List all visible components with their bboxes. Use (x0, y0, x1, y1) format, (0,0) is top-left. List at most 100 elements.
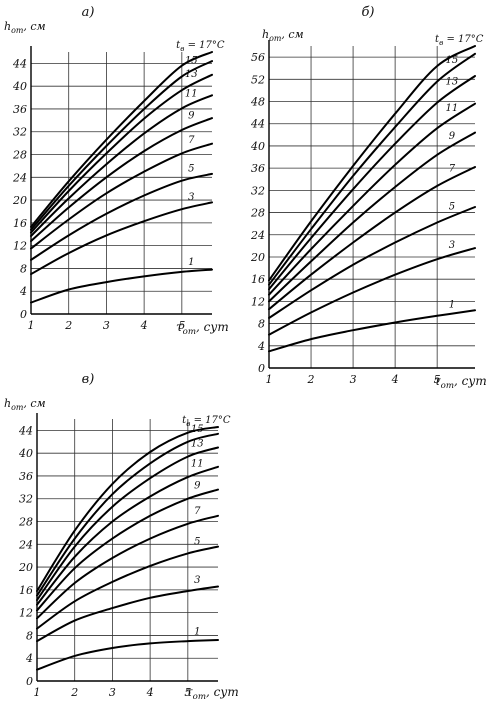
panel-label: в) (82, 372, 95, 387)
series-line-t1 (36, 639, 219, 671)
y-tick-label: 24 (12, 171, 27, 184)
series-line-t15 (36, 432, 219, 597)
y-tick-label: 28 (18, 516, 33, 529)
y-tick-label: 36 (13, 103, 27, 116)
y-tick-label: 44 (12, 57, 27, 70)
x-axis-label: τот, сут (186, 685, 239, 702)
series-label: 13 (185, 69, 198, 80)
y-tick-label: 56 (251, 51, 265, 64)
legend-title: tв = 17°C (176, 40, 225, 53)
y-axis-label: hот, см (4, 20, 46, 35)
legend-title: tв = 17°C (182, 415, 231, 428)
y-tick-label: 44 (18, 424, 33, 437)
x-tick-label: 3 (350, 373, 357, 386)
series-label: 15 (446, 55, 459, 66)
panel-label: а) (82, 5, 95, 20)
series-label: 7 (188, 135, 195, 146)
x-axis-label: τот, сут (176, 320, 229, 337)
x-tick-label: 5 (178, 319, 185, 332)
y-tick-label: 12 (19, 607, 33, 620)
x-tick-label: 3 (103, 319, 110, 332)
series-label: 9 (449, 131, 456, 142)
y-tick-label: 4 (25, 652, 33, 665)
x-tick-label: 2 (70, 686, 78, 699)
y-tick-label: 0 (26, 675, 33, 688)
y-tick-label: 32 (19, 493, 33, 506)
series-line-t17 (30, 51, 213, 228)
y-tick-label: 20 (250, 251, 265, 264)
series-line-t5 (36, 545, 219, 630)
x-tick-label: 5 (184, 686, 191, 699)
series-label: 1 (194, 627, 200, 638)
y-tick-label: 36 (251, 162, 265, 175)
series-line-t1 (30, 268, 213, 304)
series-label: 3 (449, 240, 455, 251)
series-line-t11 (30, 94, 213, 237)
series-label: 13 (191, 438, 204, 449)
y-tick-label: 8 (20, 262, 27, 275)
series-label: 5 (188, 164, 194, 175)
series-line-t13 (36, 446, 219, 602)
series-label: 1 (188, 257, 194, 268)
series-line-t1 (268, 309, 476, 353)
series-label: 1 (449, 299, 455, 310)
series-label: 3 (188, 192, 194, 203)
y-tick-label: 12 (13, 240, 27, 253)
series-label: 7 (449, 163, 456, 174)
y-tick-label: 48 (250, 96, 265, 109)
y-tick-label: 16 (19, 584, 33, 597)
panel-label: б) (361, 5, 374, 20)
series-label: 11 (185, 88, 198, 99)
y-tick-label: 52 (251, 73, 265, 86)
series-line-t17 (268, 45, 476, 282)
y-tick-label: 32 (251, 184, 265, 197)
series-label: 13 (446, 77, 459, 88)
x-tick-label: 4 (391, 373, 399, 386)
y-axis-label: hот, см (4, 397, 46, 412)
series-label: 5 (449, 202, 455, 213)
series-line-t11 (268, 102, 476, 296)
series-line-t5 (268, 206, 476, 319)
series-line-t7 (30, 142, 213, 250)
y-tick-label: 8 (26, 629, 33, 642)
x-tick-label: 3 (109, 686, 116, 699)
x-tick-label: 1 (28, 319, 35, 332)
y-tick-label: 40 (250, 140, 265, 153)
series-label: 11 (446, 103, 459, 114)
y-tick-label: 40 (12, 80, 27, 93)
series-line-t15 (30, 60, 213, 231)
series-line-t9 (268, 131, 476, 303)
x-axis-label: τот, сут (434, 374, 487, 391)
series-line-t13 (30, 73, 213, 234)
series-label: 3 (194, 575, 200, 586)
series-line-t3 (36, 585, 219, 643)
y-tick-label: 44 (250, 118, 265, 131)
y-tick-label: 20 (18, 561, 33, 574)
y-tick-label: 12 (251, 295, 265, 308)
series-line-t3 (30, 201, 213, 276)
x-tick-label: 2 (307, 373, 315, 386)
y-axis-label: hот, см (262, 28, 304, 43)
series-label: 11 (191, 458, 204, 469)
series-line-t9 (36, 488, 219, 612)
x-tick-label: 2 (64, 319, 72, 332)
legend-title: tв = 17°C (435, 34, 484, 47)
x-tick-label: 4 (140, 319, 148, 332)
y-tick-label: 0 (20, 308, 27, 321)
x-tick-label: 1 (34, 686, 41, 699)
series-line-t5 (30, 172, 213, 261)
series-label: 7 (194, 506, 201, 517)
series-label: 5 (194, 536, 200, 547)
y-tick-label: 24 (18, 538, 33, 551)
series-line-t11 (36, 465, 219, 606)
x-tick-label: 4 (146, 686, 154, 699)
series-line-t7 (36, 514, 219, 620)
series-line-t9 (30, 117, 213, 243)
y-tick-label: 28 (250, 207, 265, 220)
series-line-t3 (268, 247, 476, 336)
y-tick-label: 32 (13, 126, 27, 139)
series-label: 9 (194, 481, 201, 492)
